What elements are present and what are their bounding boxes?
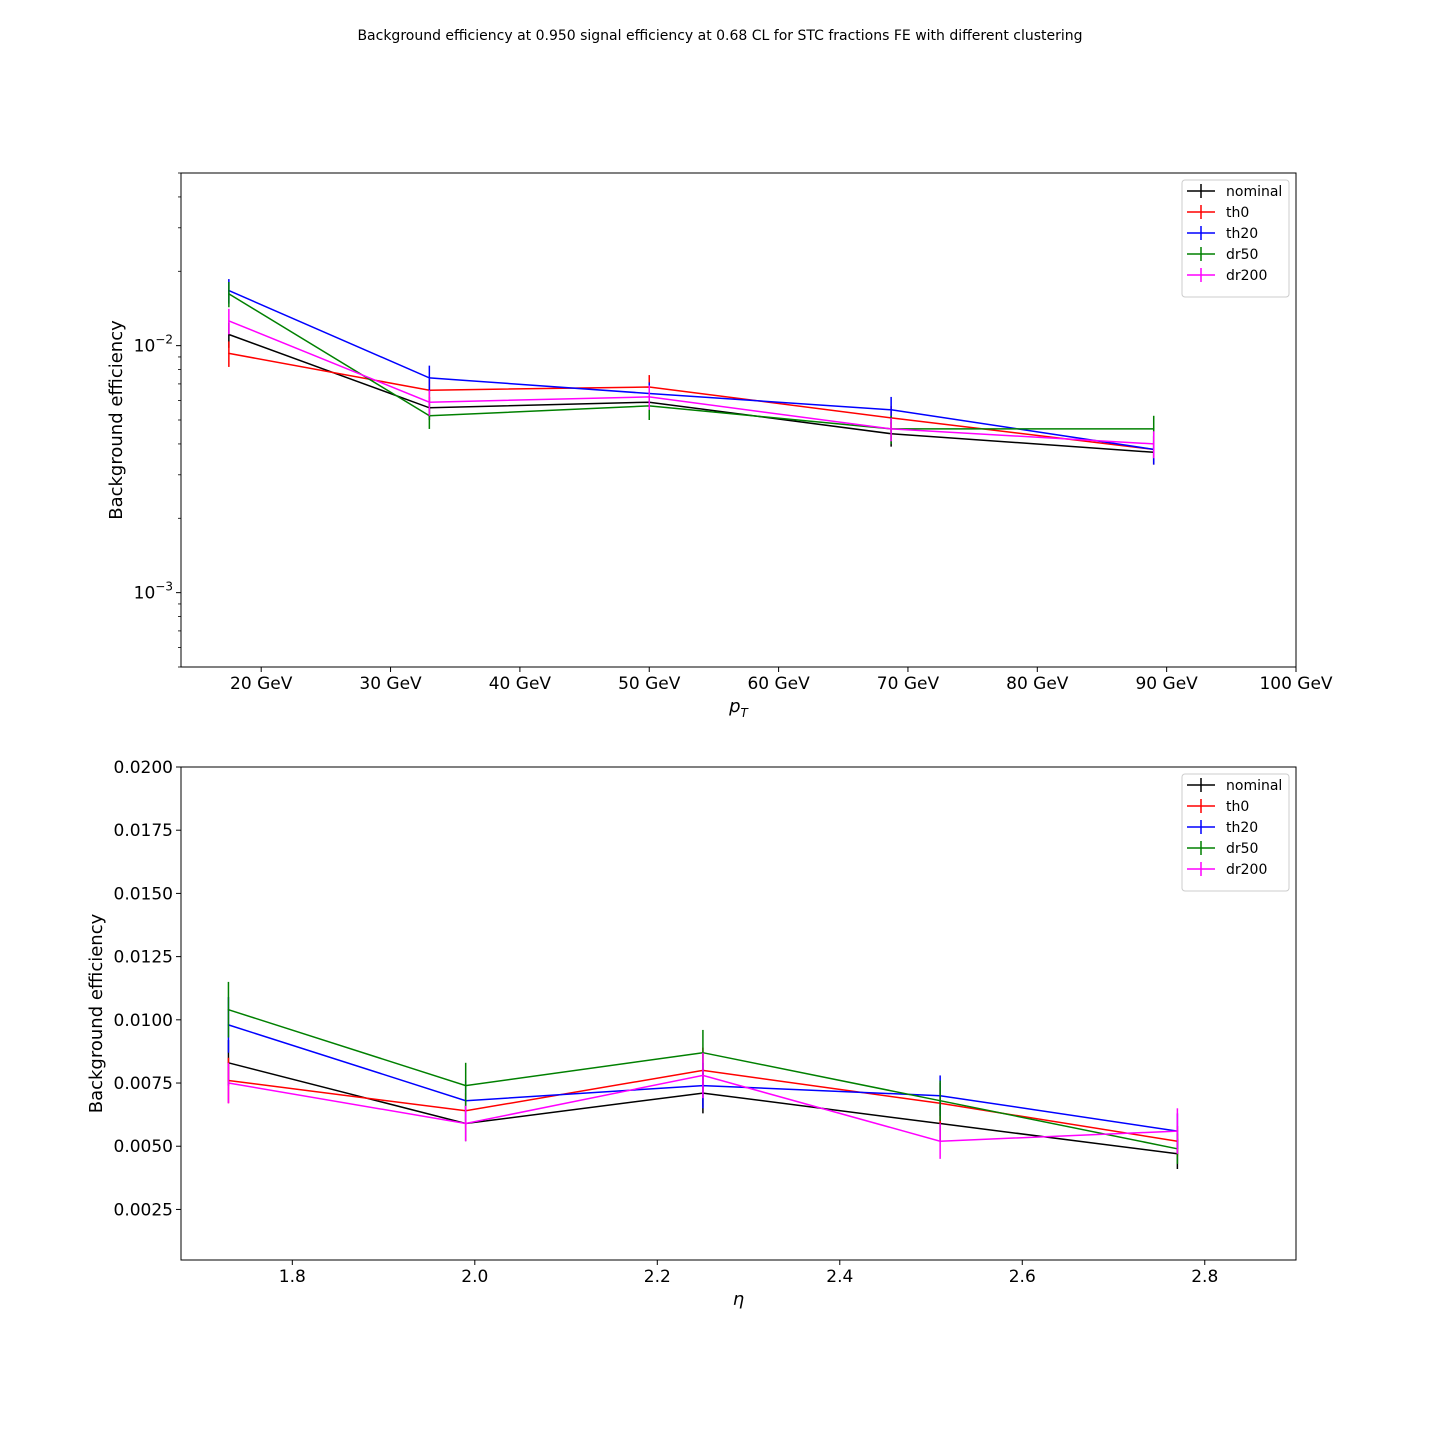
legend-label: dr50 bbox=[1226, 841, 1258, 857]
y-tick-label: 10−3 bbox=[134, 580, 173, 604]
data-point bbox=[464, 1084, 467, 1087]
data-point bbox=[1176, 1130, 1179, 1132]
x-tick-label: 60 GeV bbox=[747, 674, 810, 694]
series-dr200 bbox=[228, 308, 1155, 459]
data-point bbox=[464, 1122, 467, 1125]
y-axis-label: Background efficiency bbox=[106, 320, 127, 520]
data-point bbox=[890, 428, 892, 430]
data-point bbox=[228, 293, 230, 295]
y-axis-label: Background efficiency bbox=[86, 913, 107, 1113]
legend-entry-dr200: dr200 bbox=[1187, 862, 1267, 878]
y-tick-base: 10 bbox=[134, 584, 156, 604]
legend-box bbox=[1181, 773, 1290, 892]
data-point bbox=[227, 1008, 230, 1011]
y-tick-exponent: −2 bbox=[155, 333, 173, 347]
y-tick-label: 0.0100 bbox=[114, 1011, 173, 1031]
x-tick-label: 100 GeV bbox=[1259, 674, 1332, 694]
x-tick-label: 80 GeV bbox=[1006, 674, 1069, 694]
data-point bbox=[227, 1082, 230, 1084]
data-point bbox=[648, 396, 651, 398]
legend-entry-th20: th20 bbox=[1187, 226, 1258, 242]
legend-box bbox=[1181, 179, 1290, 298]
legend-entry-nominal: nominal bbox=[1187, 184, 1282, 200]
legend-label: th0 bbox=[1226, 205, 1249, 221]
legend-entry-th0: th0 bbox=[1187, 799, 1249, 815]
x-tick-label: 20 GeV bbox=[230, 674, 293, 694]
x-tick-label: 70 GeV bbox=[877, 674, 940, 694]
data-point bbox=[228, 320, 230, 322]
legend-label: nominal bbox=[1226, 184, 1282, 200]
data-point bbox=[428, 401, 431, 404]
x-axis-label-base: p bbox=[728, 696, 740, 717]
legend: nominal th0 th20 dr50 dr200 bbox=[1181, 179, 1290, 298]
legend-label: dr200 bbox=[1226, 268, 1267, 284]
legend-label: dr200 bbox=[1226, 862, 1267, 878]
x-tick-label: 90 GeV bbox=[1135, 674, 1198, 694]
x-axis-label: pT bbox=[728, 696, 749, 720]
legend-entry-dr50: dr50 bbox=[1187, 841, 1258, 857]
y-tick-label: 10−2 bbox=[134, 333, 173, 357]
legend-label: th0 bbox=[1226, 799, 1249, 815]
legend-entry-th0: th0 bbox=[1187, 205, 1249, 221]
legend-entry-dr50: dr50 bbox=[1187, 247, 1258, 263]
y-tick-label: 0.0150 bbox=[114, 884, 173, 904]
y-tick-label: 0.0025 bbox=[114, 1200, 173, 1220]
x-tick-label: 30 GeV bbox=[359, 674, 422, 694]
data-point bbox=[702, 1074, 704, 1077]
legend-entry-th20: th20 bbox=[1187, 820, 1258, 836]
legend-label: dr50 bbox=[1226, 247, 1258, 263]
x-tick-label: 2.6 bbox=[1009, 1267, 1036, 1287]
plot-frame bbox=[180, 766, 1297, 1261]
x-axis-label: η bbox=[733, 1289, 744, 1310]
x-tick-label: 40 GeV bbox=[489, 674, 552, 694]
series-dr200 bbox=[227, 1052, 1179, 1159]
x-tick-label: 1.8 bbox=[279, 1267, 306, 1287]
figure-title: Background efficiency at 0.950 signal ef… bbox=[357, 28, 1082, 44]
y-tick-label: 0.0075 bbox=[114, 1074, 173, 1094]
y-tick-label: 0.0175 bbox=[114, 821, 173, 841]
x-tick-label: 2.0 bbox=[461, 1267, 488, 1287]
eta-efficiency-chart: 1.8 2.0 2.2 2.4 2.6 2.8 0.0025 0.0050 0.0075 0.01… bbox=[86, 758, 1297, 1310]
legend-label: th20 bbox=[1226, 820, 1258, 836]
data-point bbox=[1152, 428, 1155, 430]
x-tick-label: 50 GeV bbox=[618, 674, 681, 694]
pt-efficiency-chart: 20 GeV 30 GeV 40 GeV 50 GeV 60 GeV 70 GeV 80 G… bbox=[106, 172, 1333, 720]
data-point bbox=[890, 408, 892, 411]
x-tick-label: 2.2 bbox=[644, 1267, 671, 1287]
legend: nominal th0 th20 dr50 dr200 bbox=[1181, 773, 1290, 892]
data-point bbox=[1152, 443, 1155, 445]
legend-entry-nominal: nominal bbox=[1187, 778, 1282, 794]
legend-label: th20 bbox=[1226, 226, 1258, 242]
legend-entry-dr200: dr200 bbox=[1187, 268, 1267, 284]
y-tick-label: 0.0200 bbox=[114, 758, 173, 778]
y-tick-base: 10 bbox=[134, 337, 156, 357]
legend-label: nominal bbox=[1226, 778, 1282, 794]
y-tick-label: 0.0050 bbox=[114, 1137, 173, 1157]
x-tick-label: 2.8 bbox=[1191, 1267, 1218, 1287]
x-tick-label: 2.4 bbox=[826, 1267, 853, 1287]
x-axis-label-subscript: T bbox=[741, 706, 750, 720]
y-tick-exponent: −3 bbox=[155, 580, 173, 594]
data-point bbox=[428, 377, 431, 379]
data-point bbox=[939, 1099, 941, 1102]
data-point bbox=[939, 1140, 941, 1142]
data-point bbox=[228, 352, 230, 355]
y-tick-label: 0.0125 bbox=[114, 948, 173, 968]
